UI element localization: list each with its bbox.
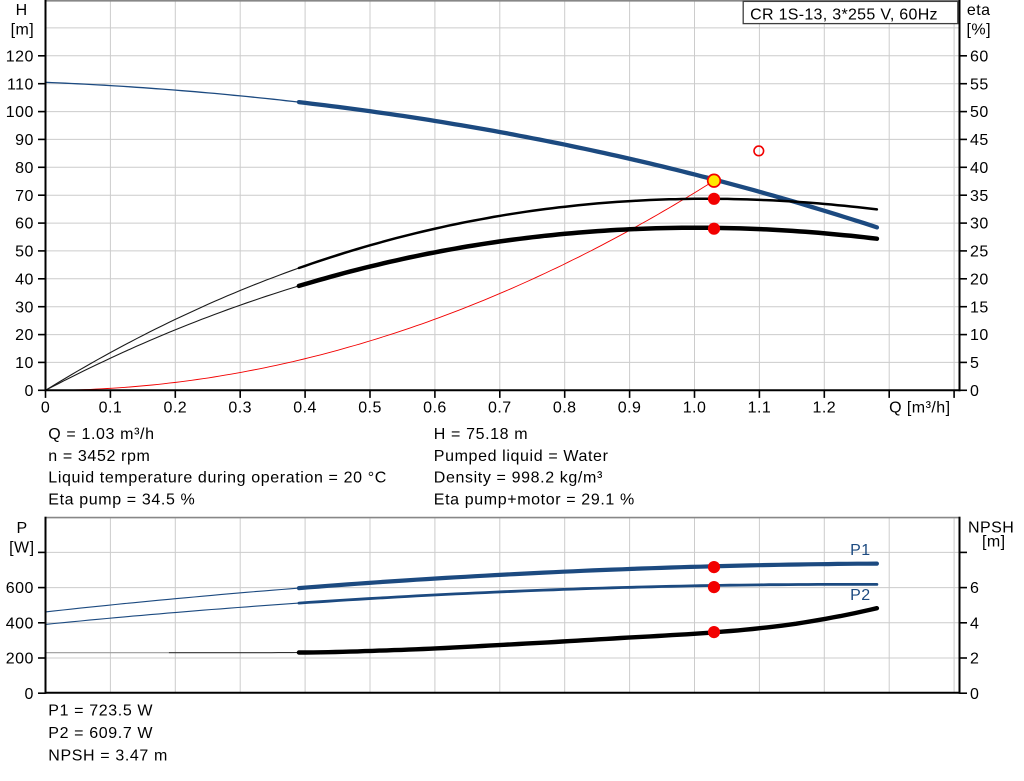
svg-text:H: H <box>16 2 28 19</box>
svg-text:40: 40 <box>970 160 989 177</box>
svg-text:50: 50 <box>15 244 34 261</box>
svg-text:P1: P1 <box>850 542 870 559</box>
svg-text:0.2: 0.2 <box>164 400 188 417</box>
svg-text:Eta pump = 34.5 %: Eta pump = 34.5 % <box>48 491 195 508</box>
svg-text:0.9: 0.9 <box>618 400 642 417</box>
svg-text:H = 75.18 m: H = 75.18 m <box>434 426 528 443</box>
svg-text:P: P <box>17 520 28 537</box>
svg-text:[m]: [m] <box>982 533 1006 550</box>
svg-text:Eta pump+motor = 29.1 %: Eta pump+motor = 29.1 % <box>434 491 635 508</box>
svg-text:n = 3452 rpm: n = 3452 rpm <box>48 448 150 465</box>
svg-text:35: 35 <box>970 188 989 205</box>
svg-text:5: 5 <box>970 355 979 372</box>
svg-text:1.0: 1.0 <box>683 400 707 417</box>
svg-text:P1 = 723.5 W: P1 = 723.5 W <box>48 703 153 720</box>
svg-text:45: 45 <box>970 132 989 149</box>
svg-text:20: 20 <box>15 327 34 344</box>
svg-text:10: 10 <box>15 355 34 372</box>
svg-text:0.7: 0.7 <box>488 400 512 417</box>
svg-text:2: 2 <box>970 651 979 668</box>
svg-text:60: 60 <box>15 216 34 233</box>
svg-text:600: 600 <box>6 580 34 597</box>
svg-text:0.5: 0.5 <box>358 400 382 417</box>
svg-text:90: 90 <box>15 132 34 149</box>
svg-text:0.1: 0.1 <box>99 400 123 417</box>
svg-text:10: 10 <box>970 327 989 344</box>
svg-text:Density = 998.2 kg/m³: Density = 998.2 kg/m³ <box>434 470 603 487</box>
svg-text:Pumped liquid = Water: Pumped liquid = Water <box>434 448 609 465</box>
svg-text:0: 0 <box>970 686 979 703</box>
svg-text:15: 15 <box>970 299 989 316</box>
svg-text:6: 6 <box>970 580 979 597</box>
svg-text:Q = 1.03 m³/h: Q = 1.03 m³/h <box>48 426 154 443</box>
svg-text:[W]: [W] <box>9 539 34 556</box>
svg-text:0: 0 <box>24 686 33 703</box>
svg-text:1.2: 1.2 <box>813 400 837 417</box>
svg-text:200: 200 <box>6 651 34 668</box>
svg-text:Liquid temperature during oper: Liquid temperature during operation = 20… <box>48 470 387 487</box>
svg-text:P2 = 609.7 W: P2 = 609.7 W <box>48 725 153 742</box>
svg-text:0.3: 0.3 <box>228 400 252 417</box>
svg-text:80: 80 <box>15 160 34 177</box>
svg-text:30: 30 <box>970 216 989 233</box>
svg-text:eta: eta <box>967 2 991 19</box>
svg-text:25: 25 <box>970 244 989 261</box>
svg-text:NPSH: NPSH <box>968 520 1014 537</box>
svg-text:60: 60 <box>970 48 989 65</box>
svg-text:CR 1S-13, 3*255 V, 60Hz: CR 1S-13, 3*255 V, 60Hz <box>750 7 938 24</box>
svg-text:P2: P2 <box>850 587 870 604</box>
svg-text:[%]: [%] <box>967 22 991 39</box>
svg-text:0: 0 <box>24 383 33 400</box>
svg-text:70: 70 <box>15 188 34 205</box>
svg-text:4: 4 <box>970 615 979 632</box>
svg-text:0: 0 <box>41 400 50 417</box>
svg-text:0.6: 0.6 <box>423 400 447 417</box>
svg-text:0.8: 0.8 <box>553 400 577 417</box>
svg-text:50: 50 <box>970 104 989 121</box>
svg-text:NPSH = 3.47 m: NPSH = 3.47 m <box>48 747 168 764</box>
svg-text:1.1: 1.1 <box>748 400 772 417</box>
svg-text:[m]: [m] <box>11 22 35 39</box>
svg-text:110: 110 <box>7 76 34 93</box>
svg-text:400: 400 <box>6 615 34 632</box>
svg-text:120: 120 <box>6 48 34 65</box>
svg-text:20: 20 <box>970 271 989 288</box>
svg-text:Q [m³/h]: Q [m³/h] <box>889 400 950 417</box>
svg-text:0.4: 0.4 <box>293 400 317 417</box>
svg-text:100: 100 <box>6 104 34 121</box>
svg-text:0: 0 <box>970 383 979 400</box>
svg-text:30: 30 <box>15 299 34 316</box>
svg-text:40: 40 <box>15 271 34 288</box>
svg-text:55: 55 <box>970 76 989 93</box>
